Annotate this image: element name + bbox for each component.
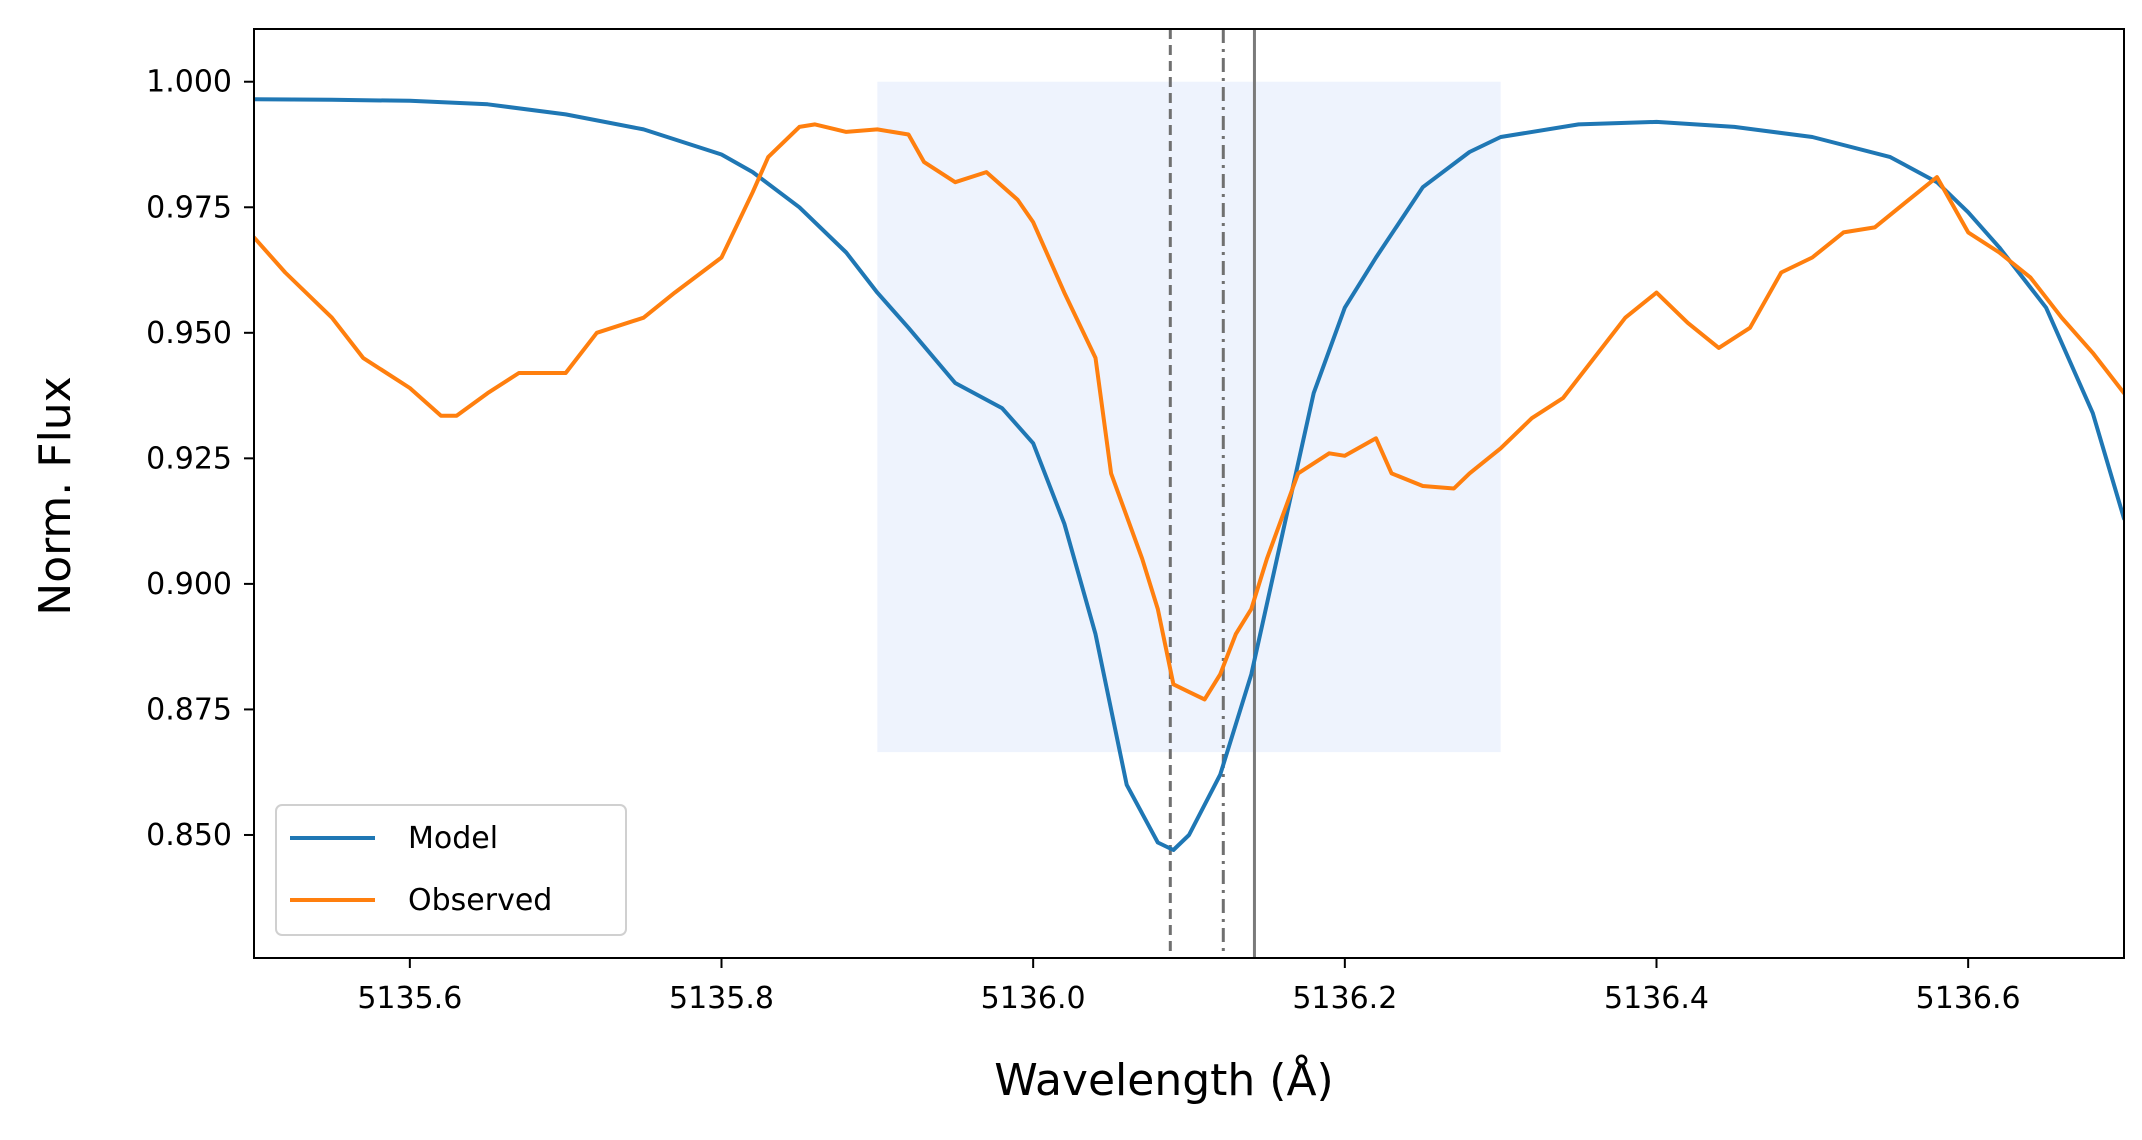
x-tick-label: 5136.2 [1292,981,1397,1016]
series-line-model [254,97,2124,852]
shaded-region [877,81,1501,753]
y-axis-title: Norm. Flux [30,376,81,615]
x-tick-label: 5135.6 [357,981,462,1016]
x-tick-label: 5136.0 [981,981,1086,1016]
plot-frame [253,28,2125,959]
legend-label-observed: Observed [408,883,552,918]
y-tick-label: 0.875 [146,692,232,727]
y-tick-label: 0.850 [146,818,232,853]
x-tick-label: 5136.4 [1604,981,1709,1016]
x-tick-label: 5135.8 [669,981,774,1016]
y-tick-label: 0.975 [146,190,232,225]
y-axis-ticks: 0.850 0.875 0.900 0.925 0.950 0.975 1.000 [146,65,254,853]
y-tick-label: 0.900 [146,567,232,602]
y-tick-label: 0.950 [146,316,232,351]
x-axis-ticks: 5135.6 5135.8 5136.0 5136.2 5136.4 5136.6 [357,958,2021,1016]
x-axis-title: Wavelength (Å) [994,1053,1333,1106]
series-line-observed [254,122,2124,702]
plot-area [253,28,2125,959]
legend: Model Observed [275,804,627,936]
legend-label-model: Model [408,821,498,856]
x-tick-label: 5136.6 [1916,981,2021,1016]
y-tick-label: 1.000 [146,65,232,100]
y-tick-label: 0.925 [146,441,232,476]
